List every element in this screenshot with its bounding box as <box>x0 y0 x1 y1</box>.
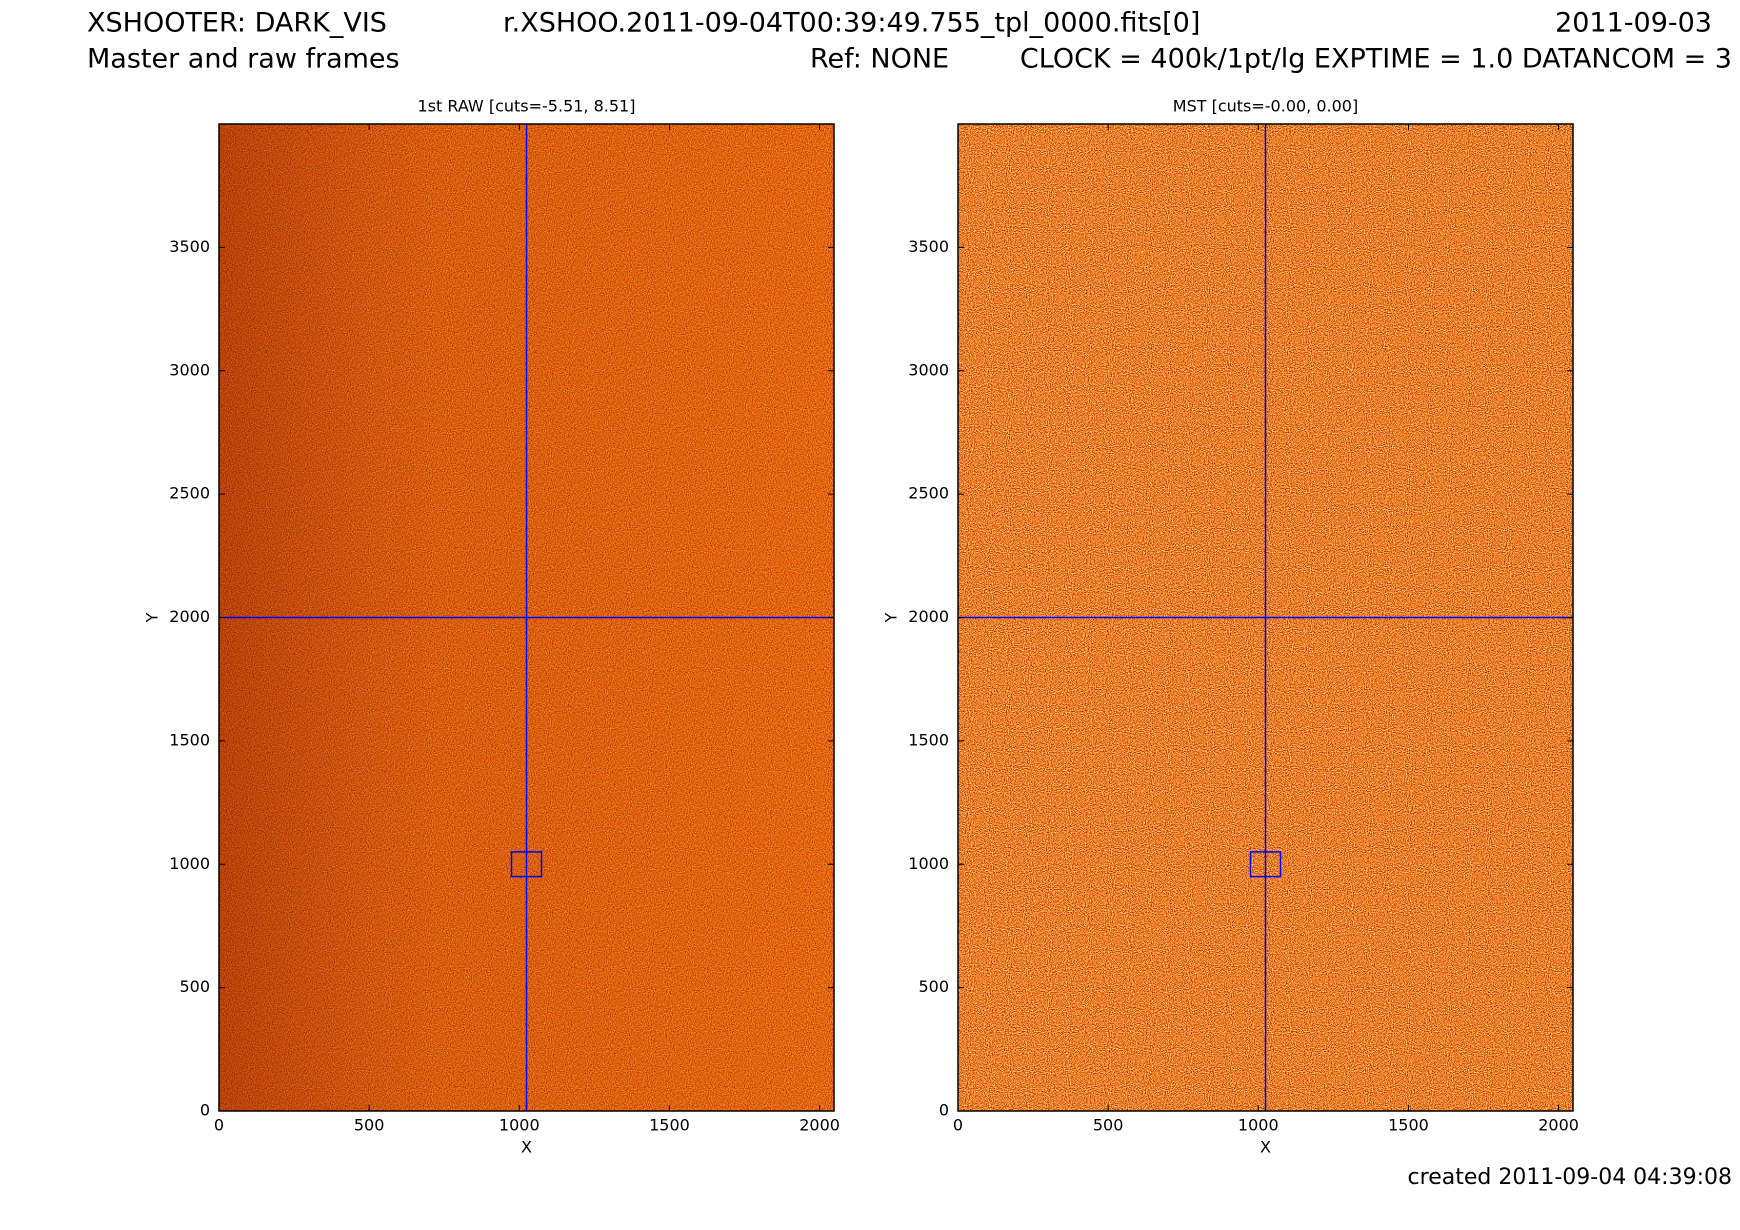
header-title: XSHOOTER: DARK_VIS <box>87 8 387 39</box>
x-tick-label: 2000 <box>799 1116 840 1135</box>
header-params: CLOCK = 400k/1pt/lg EXPTIME = 1.0 DATANC… <box>1020 44 1732 75</box>
y-tick-label: 2000 <box>169 607 210 626</box>
y-tick-label: 1000 <box>169 854 210 873</box>
y-tick-label: 2500 <box>908 484 949 503</box>
x-axis-label: X <box>1260 1138 1271 1157</box>
y-tick-label: 3000 <box>908 360 949 379</box>
y-tick-label: 500 <box>918 977 949 996</box>
header-subtitle: Master and raw frames <box>87 44 400 75</box>
x-tick-label: 0 <box>214 1116 224 1135</box>
x-tick-label: 1500 <box>649 1116 690 1135</box>
y-tick-label: 3500 <box>908 237 949 256</box>
x-tick-label: 2000 <box>1538 1116 1579 1135</box>
y-tick-label: 1000 <box>908 854 949 873</box>
x-tick-label: 1000 <box>1238 1116 1279 1135</box>
x-tick-label: 1500 <box>1388 1116 1429 1135</box>
x-tick-label: 500 <box>1093 1116 1124 1135</box>
box <box>510 851 543 878</box>
x-tick-label: 1000 <box>499 1116 540 1135</box>
footer: created 2011-09-04 04:39:08 <box>1408 1165 1732 1190</box>
y-tick-label: 0 <box>200 1101 210 1120</box>
box <box>1249 851 1282 878</box>
y-tick-label: 3000 <box>169 360 210 379</box>
y-tick-label: 1500 <box>908 730 949 749</box>
y-tick-label: 500 <box>179 977 210 996</box>
panel-title: 1st RAW [cuts=-5.51, 8.51] <box>418 97 636 116</box>
y-axis-label: Y <box>882 612 901 623</box>
header-date: 2011-09-03 <box>1555 8 1712 39</box>
y-tick-label: 2500 <box>169 484 210 503</box>
panel-title: MST [cuts=-0.00, 0.00] <box>1173 97 1358 116</box>
header-ref: Ref: NONE <box>810 44 949 75</box>
header-file: r.XSHOO.2011-09-04T00:39:49.755_tpl_0000… <box>503 8 1200 39</box>
x-axis-label: X <box>521 1138 532 1157</box>
y-tick-label: 1500 <box>169 730 210 749</box>
y-tick-label: 2000 <box>908 607 949 626</box>
y-tick-label: 0 <box>939 1101 949 1120</box>
y-axis-label: Y <box>143 612 162 623</box>
x-tick-label: 0 <box>953 1116 963 1135</box>
x-tick-label: 500 <box>354 1116 385 1135</box>
y-tick-label: 3500 <box>169 237 210 256</box>
